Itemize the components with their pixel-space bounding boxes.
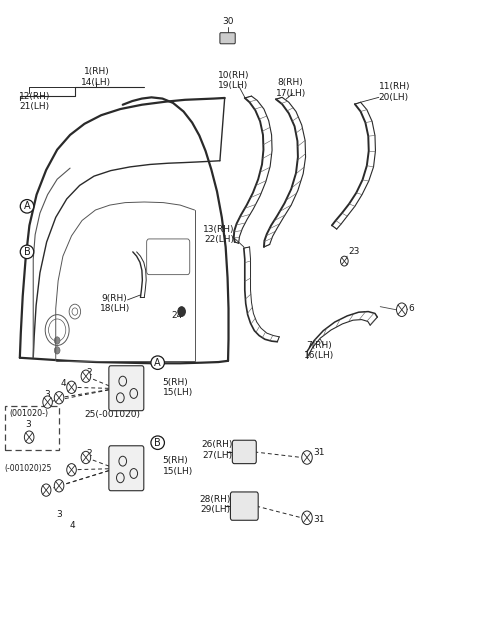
Text: A: A: [24, 201, 30, 211]
Text: 8(RH)
17(LH): 8(RH) 17(LH): [276, 78, 306, 98]
Text: 11(RH)
20(LH): 11(RH) 20(LH): [379, 82, 410, 102]
Circle shape: [54, 392, 64, 404]
Text: 2: 2: [86, 368, 92, 377]
Circle shape: [81, 451, 91, 463]
Text: A: A: [155, 358, 161, 368]
Text: 23: 23: [348, 247, 360, 257]
Text: 31: 31: [314, 448, 325, 457]
Text: 12(RH)
21(LH): 12(RH) 21(LH): [19, 92, 50, 111]
FancyBboxPatch shape: [4, 406, 59, 450]
Text: 4: 4: [60, 379, 66, 388]
Circle shape: [54, 337, 60, 344]
Circle shape: [67, 381, 76, 394]
FancyBboxPatch shape: [230, 492, 258, 520]
Text: 4: 4: [70, 521, 75, 530]
Text: 3: 3: [45, 390, 50, 399]
Text: 13(RH)
22(LH): 13(RH) 22(LH): [203, 225, 234, 244]
Text: 28(RH)
29(LH): 28(RH) 29(LH): [199, 495, 230, 514]
Circle shape: [302, 450, 312, 464]
FancyBboxPatch shape: [232, 441, 256, 463]
Text: 6: 6: [408, 304, 414, 313]
Text: (001020-): (001020-): [9, 408, 48, 418]
Circle shape: [340, 256, 348, 266]
Text: 3: 3: [56, 510, 62, 519]
Text: 7(RH)
16(LH): 7(RH) 16(LH): [304, 341, 334, 360]
Text: 24: 24: [171, 312, 182, 320]
Circle shape: [24, 431, 34, 443]
Circle shape: [302, 511, 312, 524]
Text: 1(RH)
14(LH): 1(RH) 14(LH): [81, 67, 111, 87]
Circle shape: [396, 303, 407, 317]
FancyBboxPatch shape: [147, 239, 190, 275]
Text: 2: 2: [86, 449, 92, 458]
Text: B: B: [24, 247, 30, 257]
Circle shape: [54, 347, 60, 354]
Circle shape: [43, 396, 52, 408]
Circle shape: [81, 370, 91, 383]
Circle shape: [54, 479, 64, 492]
Text: 3: 3: [25, 420, 31, 429]
Text: 5(RH)
15(LH): 5(RH) 15(LH): [162, 457, 192, 476]
Text: 31: 31: [314, 515, 325, 524]
Text: 9(RH)
18(LH): 9(RH) 18(LH): [99, 294, 130, 313]
Circle shape: [178, 307, 185, 317]
Text: 5(RH)
15(LH): 5(RH) 15(LH): [162, 378, 192, 397]
Text: 10(RH)
19(LH): 10(RH) 19(LH): [217, 71, 249, 91]
Text: (-001020)25: (-001020)25: [4, 464, 52, 473]
Circle shape: [41, 484, 51, 496]
Circle shape: [67, 463, 76, 476]
Text: 30: 30: [222, 17, 233, 26]
FancyBboxPatch shape: [109, 366, 144, 411]
FancyBboxPatch shape: [109, 445, 144, 491]
Text: 25(-001020): 25(-001020): [84, 410, 141, 419]
Text: 26(RH)
27(LH): 26(RH) 27(LH): [202, 441, 233, 460]
FancyBboxPatch shape: [220, 33, 235, 44]
Text: B: B: [154, 437, 161, 448]
